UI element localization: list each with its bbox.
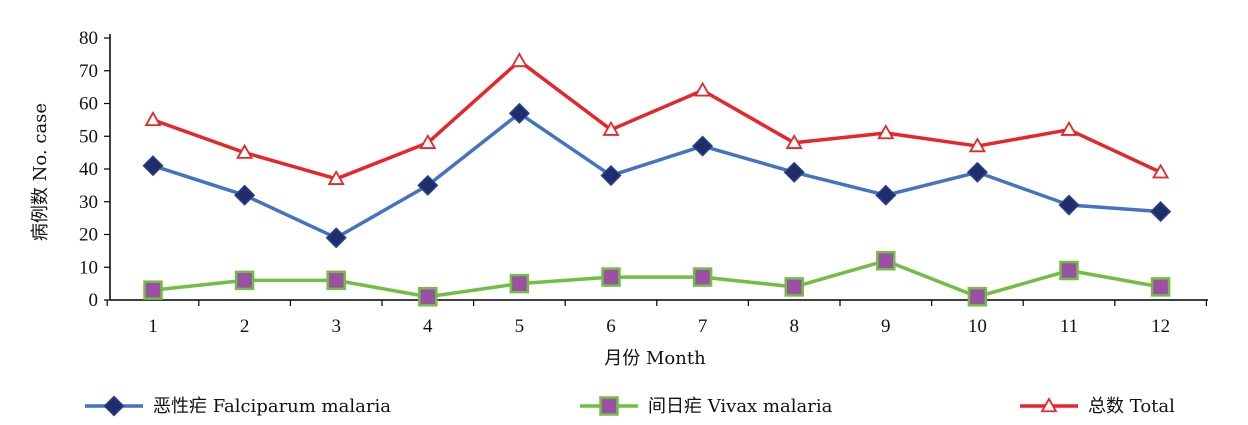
legend-marker-vivax (599, 396, 619, 416)
x-tick-label: 2 (240, 316, 250, 337)
x-tick-label: 9 (881, 316, 891, 337)
y-tick-label: 10 (79, 257, 98, 278)
data-point-total (327, 170, 345, 185)
data-point-vivax (1059, 260, 1079, 281)
x-tick-label: 1 (148, 316, 158, 337)
data-point-total (144, 111, 162, 127)
legend-entry-vivax: 间日疟 Vivax malaria (580, 396, 833, 417)
y-tick-label: 60 (79, 94, 98, 115)
data-point-falciparum (692, 135, 714, 157)
data-point-total (968, 137, 986, 153)
data-point-vivax (601, 267, 621, 287)
x-tick-label: 8 (789, 316, 799, 337)
legend-label: 恶性疟 Falciparum malaria (153, 396, 391, 417)
data-point-vivax (784, 277, 804, 297)
x-tick-label: 5 (515, 316, 525, 337)
y-tick-label: 20 (79, 225, 98, 246)
data-point-vivax (1150, 277, 1171, 297)
y-axis-label: 病例数 No. case (30, 103, 51, 241)
data-point-falciparum (966, 161, 988, 183)
data-point-falciparum (142, 155, 164, 177)
data-point-vivax (418, 286, 438, 307)
x-tick-label: 12 (1151, 316, 1170, 337)
data-point-falciparum (875, 184, 897, 206)
data-point-total (785, 133, 803, 149)
legend-marker-total (1040, 397, 1058, 413)
x-tick-label: 7 (698, 316, 708, 337)
legend-label: 总数 Total (1088, 396, 1175, 417)
data-point-vivax (326, 270, 346, 291)
data-point-total (510, 52, 528, 68)
data-point-falciparum (783, 161, 805, 183)
series-line-vivax (152, 258, 1161, 299)
data-point-total (1060, 120, 1078, 136)
data-point-falciparum (325, 227, 347, 249)
y-tick-label: 70 (79, 61, 98, 82)
y-tick-label: 80 (79, 28, 98, 49)
x-tick-label: 3 (331, 316, 341, 337)
data-point-vivax (876, 250, 896, 271)
series-line-total (152, 59, 1162, 181)
data-point-vivax (692, 267, 713, 287)
legend-entry-falciparum: 恶性疟 Falciparum malaria (85, 395, 391, 417)
y-tick-label: 0 (89, 290, 99, 311)
legend-entry-total: 总数 Total (1020, 396, 1175, 417)
data-point-falciparum (417, 174, 439, 196)
data-point-falciparum (508, 102, 530, 124)
data-point-falciparum (1058, 194, 1080, 216)
series-total (144, 52, 1170, 185)
legend-label: 间日疟 Vivax malaria (648, 396, 833, 417)
data-point-total (602, 120, 620, 136)
x-tick-label: 11 (1060, 316, 1078, 337)
data-point-falciparum (600, 164, 622, 187)
data-point-vivax (967, 286, 988, 307)
data-point-vivax (234, 270, 255, 291)
x-tick-label: 4 (423, 316, 433, 337)
legend: 恶性疟 Falciparum malaria 间日疟 Vivax malaria 总… (85, 395, 1175, 417)
series-vivax (143, 250, 1171, 307)
series-line-falciparum (152, 111, 1161, 240)
y-tick-label: 50 (79, 126, 98, 147)
y-tick-label: 40 (79, 159, 98, 180)
x-axis-label: 月份 Month (604, 348, 706, 369)
series-layer (142, 52, 1172, 307)
data-point-total (236, 143, 254, 159)
data-point-total (877, 124, 895, 140)
x-tick-label: 6 (606, 316, 616, 337)
data-point-vivax (143, 280, 163, 300)
x-tick-label: 10 (968, 316, 987, 337)
data-point-total (419, 133, 437, 149)
data-point-total (694, 81, 712, 97)
y-tick-label: 30 (79, 192, 98, 213)
legend-marker-falciparum (103, 395, 125, 417)
series-falciparum (142, 102, 1172, 249)
data-point-falciparum (234, 184, 256, 206)
data-point-falciparum (1150, 201, 1172, 223)
data-point-total (1152, 163, 1170, 179)
data-point-vivax (509, 273, 530, 294)
